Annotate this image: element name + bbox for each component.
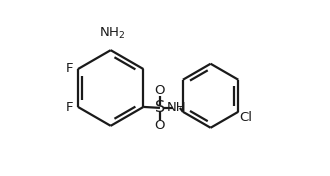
Text: F: F <box>66 101 74 114</box>
Text: NH$_2$: NH$_2$ <box>99 26 126 41</box>
Text: Cl: Cl <box>240 111 252 124</box>
Text: S: S <box>155 100 165 115</box>
Text: O: O <box>155 119 165 132</box>
Text: O: O <box>155 84 165 97</box>
Text: F: F <box>66 62 74 75</box>
Text: NH: NH <box>167 101 186 114</box>
